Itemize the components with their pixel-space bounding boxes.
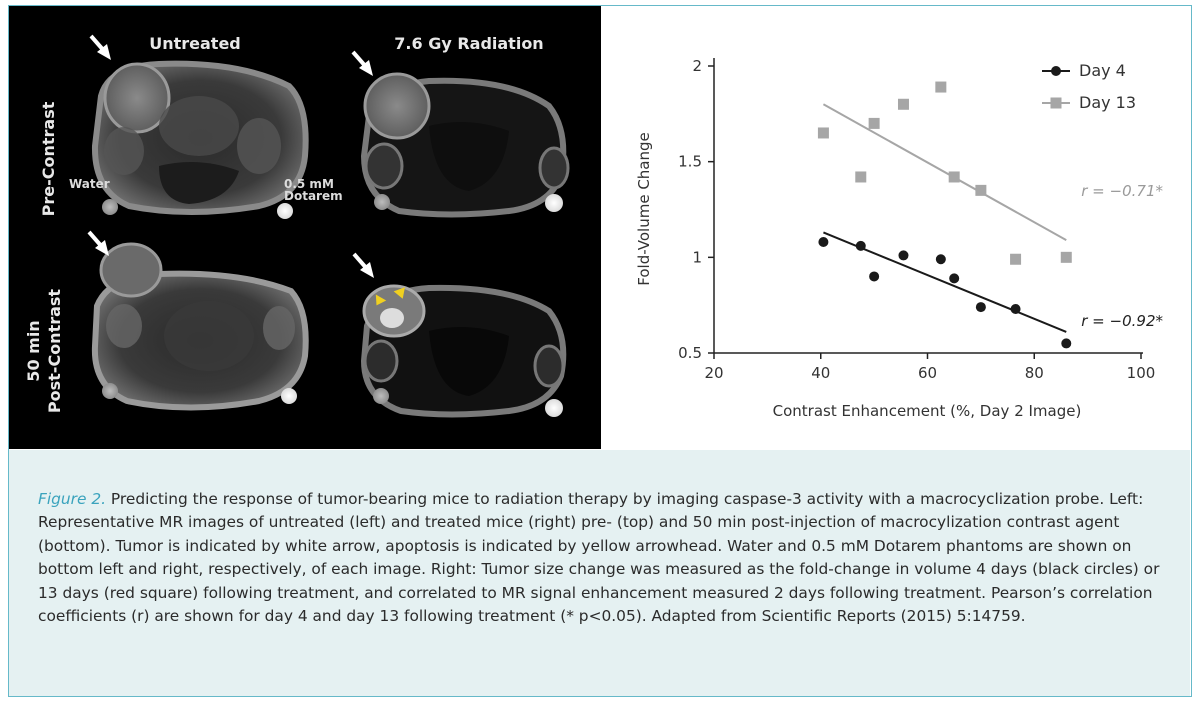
water-phantom-bottom-right — [373, 388, 389, 404]
figure-caption: Figure 2. Predicting the response of tum… — [38, 488, 1163, 628]
tumor-arrow-icon — [89, 34, 113, 62]
data-point-day13 — [975, 184, 987, 196]
y-tick-label: 2 — [692, 57, 702, 75]
trend-line-day13 — [822, 103, 1067, 241]
data-point-day4 — [1010, 303, 1021, 314]
row-label-post-contrast-line1: 50 min — [24, 320, 43, 381]
mri-untreated-pre — [91, 60, 309, 215]
figure-frame: Untreated 7.6 Gy Radiation Pre-Contrast … — [8, 5, 1192, 697]
dotarem-phantom-bottom-right — [545, 399, 563, 417]
caption-text: Predicting the response of tumor-bearing… — [38, 490, 1160, 626]
mri-untreated-post — [91, 242, 309, 411]
tumor-arrow-icon — [87, 230, 111, 258]
row-label-pre-contrast: Pre-Contrast — [39, 101, 58, 216]
data-point-day4 — [869, 271, 880, 282]
scatter-chart: 20 40 60 80 100 0.5 1 1.5 2 r = −0.92* Day 4 r = −0… — [601, 6, 1189, 449]
dotarem-phantom-top-left — [277, 203, 293, 219]
data-point-day4 — [818, 237, 829, 248]
water-phantom-top-right — [374, 194, 390, 210]
y-axis-label: Fold-Volume Change — [635, 132, 653, 285]
dotarem-phantom-bottom-left — [281, 388, 297, 404]
x-tick-label: 60 — [918, 364, 937, 382]
x-tick-label: 80 — [1025, 364, 1044, 382]
mri-image-panel: Untreated 7.6 Gy Radiation Pre-Contrast … — [9, 6, 601, 449]
data-point-day4 — [949, 273, 960, 284]
mri-treated-pre — [360, 72, 570, 218]
data-point-day13 — [935, 81, 947, 93]
figure-label: Figure 2. — [38, 490, 107, 508]
data-point-day13 — [855, 171, 867, 183]
correlation-annotation-day4: r = −0.92* — [1081, 312, 1163, 330]
data-point-day4 — [975, 302, 986, 313]
water-phantom-label: Water — [69, 177, 110, 191]
y-tick-label: 1 — [692, 248, 702, 266]
row-label-post-contrast-line2: Post-Contrast — [45, 289, 64, 414]
column-label-untreated: Untreated — [149, 34, 241, 53]
mri-treated-post — [360, 284, 567, 418]
dotarem-phantom-label-line1: 0.5 mM — [284, 177, 334, 191]
data-point-day13 — [817, 127, 829, 139]
y-tick-label: 0.5 — [678, 344, 702, 362]
data-point-day4 — [935, 254, 946, 265]
dotarem-phantom-top-right — [545, 194, 563, 212]
x-tick-label: 100 — [1127, 364, 1156, 382]
dotarem-phantom-label-line2: Dotarem — [284, 189, 343, 203]
apoptosis-arrowhead-icon — [393, 287, 405, 299]
data-point-day13 — [897, 98, 909, 110]
correlation-annotation-day13: r = −0.71* — [1081, 182, 1163, 200]
water-phantom-bottom-left — [102, 383, 118, 399]
data-point-day13 — [868, 117, 880, 129]
caption-box: Figure 2. Predicting the response of tum… — [9, 450, 1190, 696]
tumor-arrow-icon — [351, 50, 375, 78]
water-phantom-top-left — [102, 199, 118, 215]
legend-label-day4: Day 4 — [1079, 61, 1126, 80]
data-point-day13 — [948, 171, 960, 183]
y-tick-label: 1.5 — [678, 153, 702, 171]
data-point-day4 — [898, 250, 909, 261]
legend-label-day13: Day 13 — [1079, 93, 1136, 112]
scatter-chart-svg: 20 40 60 80 100 0.5 1 1.5 2 r = −0.92* Day 4 r = −0… — [635, 57, 1163, 420]
x-axis-label: Contrast Enhancement (%, Day 2 Image) — [773, 402, 1082, 420]
data-point-day13 — [1060, 251, 1072, 263]
data-point-day4 — [855, 240, 866, 251]
x-tick-label: 40 — [811, 364, 830, 382]
column-label-radiation: 7.6 Gy Radiation — [394, 34, 543, 53]
data-point-day13 — [1010, 253, 1022, 265]
legend-marker-day13 — [1050, 97, 1062, 109]
x-tick-label: 20 — [704, 364, 723, 382]
mri-images: Untreated 7.6 Gy Radiation Pre-Contrast … — [24, 34, 570, 418]
legend-marker-day4 — [1051, 66, 1061, 76]
tumor-arrow-icon — [352, 252, 376, 280]
data-point-day4 — [1061, 338, 1072, 349]
apoptosis-arrowhead-icon — [375, 294, 387, 306]
